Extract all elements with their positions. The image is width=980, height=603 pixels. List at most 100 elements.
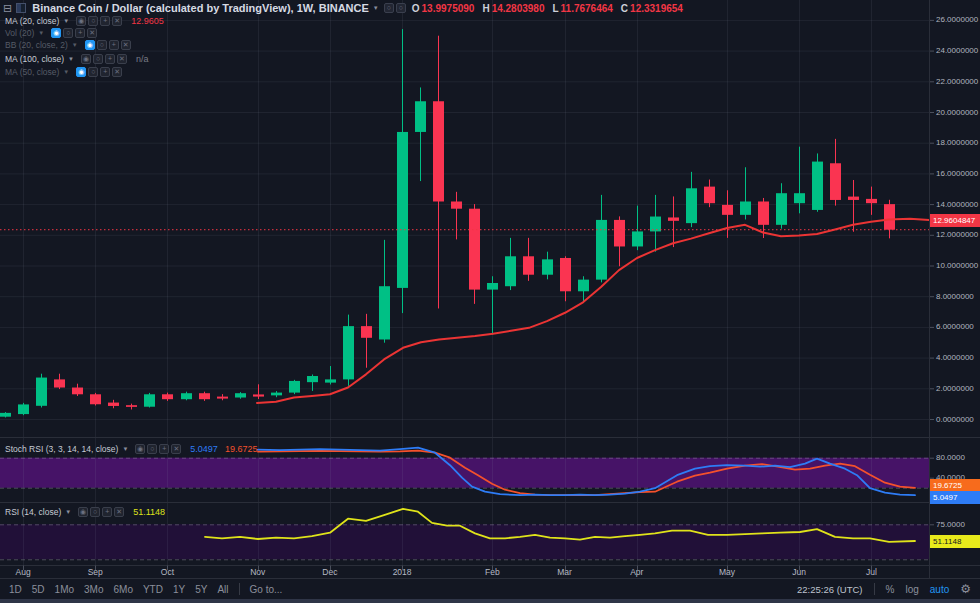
close-icon[interactable]: ✕	[117, 54, 127, 64]
clock-utc[interactable]: 22:25:26 (UTC)	[797, 584, 862, 595]
gear-icon[interactable]: ○	[147, 444, 157, 454]
plus-icon[interactable]: +	[105, 54, 115, 64]
eye-icon[interactable]: ◉	[78, 507, 88, 517]
eye-icon[interactable]: ◉	[76, 67, 86, 77]
plus-icon[interactable]: +	[100, 16, 110, 26]
ohlc-letter: O	[412, 3, 420, 14]
eye-icon[interactable]: ◉	[135, 444, 145, 454]
time-axis-label[interactable]: Mar	[545, 567, 585, 577]
eye-icon[interactable]: ◉	[76, 16, 86, 26]
ma-price-badge: 12.9604847	[930, 214, 980, 227]
price-axis-label: 22.0000000	[936, 77, 978, 86]
compare-icon[interactable]: ○	[384, 3, 394, 13]
time-axis-label[interactable]: Dec	[310, 567, 350, 577]
indicator-row: MA (50, close) ▼ ◉○+✕	[5, 66, 124, 78]
eye-icon[interactable]: ◉	[85, 40, 95, 50]
time-axis-label[interactable]: Jul	[851, 567, 891, 577]
chevron-down-icon[interactable]: ▼	[63, 18, 69, 24]
plus-icon[interactable]: +	[100, 67, 110, 77]
indicator-actions: ◉○+✕	[135, 444, 183, 454]
close-icon[interactable]: ✕	[121, 40, 131, 50]
range-button-1y[interactable]: 1Y	[173, 584, 185, 595]
plus-icon[interactable]: +	[75, 28, 85, 38]
close-icon[interactable]: ✕	[112, 16, 122, 26]
chevron-down-icon[interactable]: ▼	[373, 5, 379, 11]
stoch-k-value: 5.0497	[190, 444, 218, 454]
goto-button[interactable]: Go to...	[250, 584, 283, 595]
menu-icon[interactable]: ⊟	[3, 3, 12, 14]
plus-icon[interactable]: +	[109, 40, 119, 50]
range-button-1d[interactable]: 1D	[9, 584, 22, 595]
bottom-toolbar: 1D 5D 1Mo 3Mo 6Mo YTD 1Y 5Y All Go to... 22:25:2…	[0, 579, 980, 599]
time-axis-label[interactable]: Oct	[147, 567, 187, 577]
gear-icon[interactable]: ○	[93, 54, 103, 64]
price-axis-label: 0.0000000	[936, 415, 974, 424]
toolbar-divider	[239, 583, 240, 595]
chevron-down-icon[interactable]: ▼	[72, 42, 78, 48]
indicator-label[interactable]: BB (20, close, 2)	[5, 40, 68, 50]
gear-icon[interactable]: ○	[97, 40, 107, 50]
time-axis-label[interactable]: 2018	[382, 567, 422, 577]
log-scale-button[interactable]: log	[905, 584, 918, 595]
close-icon[interactable]: ✕	[87, 28, 97, 38]
chevron-down-icon[interactable]: ▼	[65, 509, 71, 515]
chevron-down-icon[interactable]: ▼	[122, 446, 128, 452]
time-axis-label[interactable]: Apr	[617, 567, 657, 577]
eye-icon[interactable]: ◉	[51, 28, 61, 38]
range-button-5y[interactable]: 5Y	[195, 584, 207, 595]
range-buttons: 1D 5D 1Mo 3Mo 6Mo YTD 1Y 5Y All	[9, 584, 239, 595]
indicator-label[interactable]: MA (50, close)	[5, 67, 59, 77]
rsi-legend: RSI (14, close)▼◉○+✕51.1148	[5, 506, 165, 518]
price-axis-label: 2.0000000	[936, 384, 974, 393]
time-axis-label[interactable]: May	[707, 567, 747, 577]
symbol-title[interactable]: Binance Coin / Dollar (calculated by Tra…	[32, 2, 369, 14]
price-axis-label: 18.0000000	[936, 138, 978, 147]
settings-icon[interactable]: ○	[396, 3, 406, 13]
indicator-label[interactable]: MA (100, close)	[5, 54, 64, 64]
bottom-edge	[0, 599, 980, 603]
gear-icon[interactable]: ⚙	[960, 582, 971, 596]
ohlc-pair: L11.7676464	[552, 3, 612, 14]
close-icon[interactable]: ✕	[171, 444, 181, 454]
eye-icon[interactable]: ◉	[81, 54, 91, 64]
indicator-label[interactable]: Vol (20)	[5, 28, 34, 38]
time-axis-label[interactable]: Nov	[238, 567, 278, 577]
chevron-down-icon[interactable]: ▼	[68, 56, 74, 62]
time-axis-label[interactable]: Jun	[779, 567, 819, 577]
auto-scale-button[interactable]: auto	[930, 584, 949, 595]
ohlc-value: 12.3319654	[630, 3, 683, 14]
indicator-actions: ◉○+✕	[78, 507, 126, 517]
indicator-label[interactable]: MA (20, close)	[5, 16, 59, 26]
range-button-all[interactable]: All	[217, 584, 228, 595]
percent-scale-button[interactable]: %	[886, 584, 895, 595]
gear-icon[interactable]: ○	[88, 16, 98, 26]
time-axis-label[interactable]: Aug	[3, 567, 43, 577]
time-axis-label[interactable]: Feb	[472, 567, 512, 577]
range-button-3mo[interactable]: 3Mo	[84, 584, 103, 595]
gear-icon[interactable]: ○	[88, 67, 98, 77]
time-axis-label[interactable]: Sep	[75, 567, 115, 577]
range-button-5d[interactable]: 5D	[32, 584, 45, 595]
close-icon[interactable]: ✕	[114, 507, 124, 517]
chevron-down-icon[interactable]: ▼	[38, 30, 44, 36]
candlestick-chart-icon[interactable]	[16, 3, 26, 13]
close-icon[interactable]: ✕	[112, 67, 122, 77]
indicator-label[interactable]: Stoch RSI (3, 3, 14, 14, close)	[5, 444, 118, 454]
gear-icon[interactable]: ○	[63, 28, 73, 38]
range-button-ytd[interactable]: YTD	[143, 584, 163, 595]
price-axis-label: 16.0000000	[936, 169, 978, 178]
ohlc-pair: C12.3319654	[621, 3, 683, 14]
toolbar-divider	[874, 583, 875, 595]
range-button-6mo[interactable]: 6Mo	[114, 584, 133, 595]
indicator-label[interactable]: RSI (14, close)	[5, 507, 61, 517]
range-button-1mo[interactable]: 1Mo	[55, 584, 74, 595]
stoch-axis-label: 80.0000	[936, 453, 965, 462]
plus-icon[interactable]: +	[102, 507, 112, 517]
chevron-down-icon[interactable]: ▼	[63, 69, 69, 75]
price-axis-label: 6.0000000	[936, 322, 974, 331]
price-axis-label: 24.0000000	[936, 46, 978, 55]
plus-icon[interactable]: +	[159, 444, 169, 454]
stoch-legend: Stoch RSI (3, 3, 14, 14, close) ▼ ◉○+✕ 5.04…	[5, 443, 257, 455]
gear-icon[interactable]: ○	[90, 507, 100, 517]
ohlc-letter: L	[552, 3, 558, 14]
